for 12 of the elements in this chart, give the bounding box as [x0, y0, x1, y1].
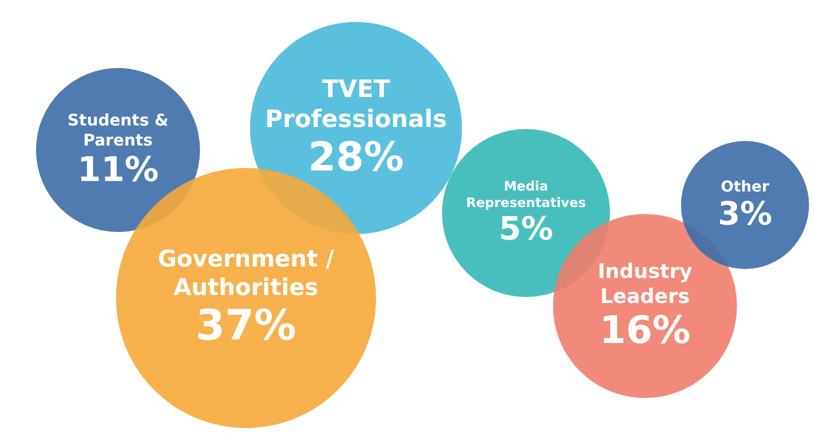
category-label: Other: [720, 177, 770, 196]
category-label: Industry Leaders: [598, 258, 692, 308]
category-label: Students & Parents: [68, 110, 169, 150]
category-label: Government / Authorities: [158, 246, 335, 302]
data-label: 5%: [498, 210, 554, 248]
data-label: 37%: [196, 300, 296, 350]
data-label: 16%: [600, 308, 690, 352]
data-label: 28%: [308, 134, 404, 180]
data-label: 11%: [77, 150, 159, 190]
category-label: TVET Professionals: [265, 75, 447, 134]
category-label: Media Representatives: [466, 180, 586, 211]
data-label: 3%: [718, 194, 772, 233]
